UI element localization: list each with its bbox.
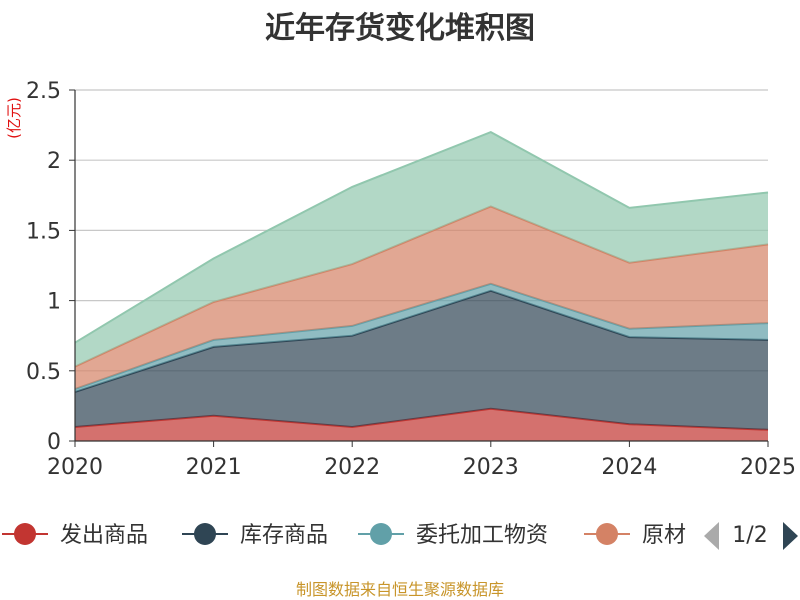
area-series-3 — [75, 206, 768, 390]
x-tick-label: 2021 — [186, 455, 242, 480]
area-series — [74, 130, 769, 441]
legend-next-arrow-icon[interactable] — [783, 522, 798, 550]
axes: 0 0.5 1 1.5 2 2.5 2020 2021 2022 2023 2024 2025 — [26, 79, 796, 480]
chart-title: 近年存货变化堆积图 — [265, 11, 535, 46]
y-tick-label: 0 — [47, 430, 61, 455]
legend: 发出商品 库存商品 委托加工物资 原材 1/2 — [2, 522, 798, 550]
y-tick-label: 1 — [47, 290, 61, 315]
area-series-line-4 — [74, 130, 769, 344]
legend-swatch-circle — [14, 523, 36, 545]
y-tick-label: 2.5 — [26, 79, 61, 104]
legend-swatch-circle — [370, 523, 392, 545]
x-tick-label: 2022 — [324, 455, 380, 480]
x-tick-label: 2023 — [463, 455, 519, 480]
area-series-4 — [75, 132, 768, 367]
legend-swatch-circle — [596, 523, 618, 545]
y-tick-label: 0.5 — [26, 360, 61, 385]
legend-item-2[interactable]: 委托加工物资 — [358, 523, 548, 548]
legend-item-1[interactable]: 库存商品 — [182, 523, 328, 548]
legend-item-3[interactable]: 原材 — [584, 523, 686, 548]
x-tick-label: 2024 — [601, 455, 657, 480]
y-tick-label: 1.5 — [26, 219, 61, 244]
legend-label: 库存商品 — [240, 523, 328, 548]
legend-label: 委托加工物资 — [416, 523, 548, 548]
data-source-note: 制图数据来自恒生聚源数据库 — [296, 580, 504, 599]
legend-label: 原材 — [642, 523, 686, 548]
legend-label: 发出商品 — [60, 523, 148, 548]
legend-prev-arrow-icon[interactable] — [704, 522, 719, 550]
legend-page-indicator: 1/2 — [732, 523, 767, 548]
legend-swatch-circle — [194, 523, 216, 545]
x-tick-label: 2020 — [47, 455, 103, 480]
y-axis-unit-label: (亿元) — [5, 97, 23, 139]
x-tick-label: 2025 — [740, 455, 796, 480]
legend-item-0[interactable]: 发出商品 — [2, 523, 148, 548]
area-series-0 — [75, 408, 768, 441]
y-tick-label: 2 — [47, 149, 61, 174]
